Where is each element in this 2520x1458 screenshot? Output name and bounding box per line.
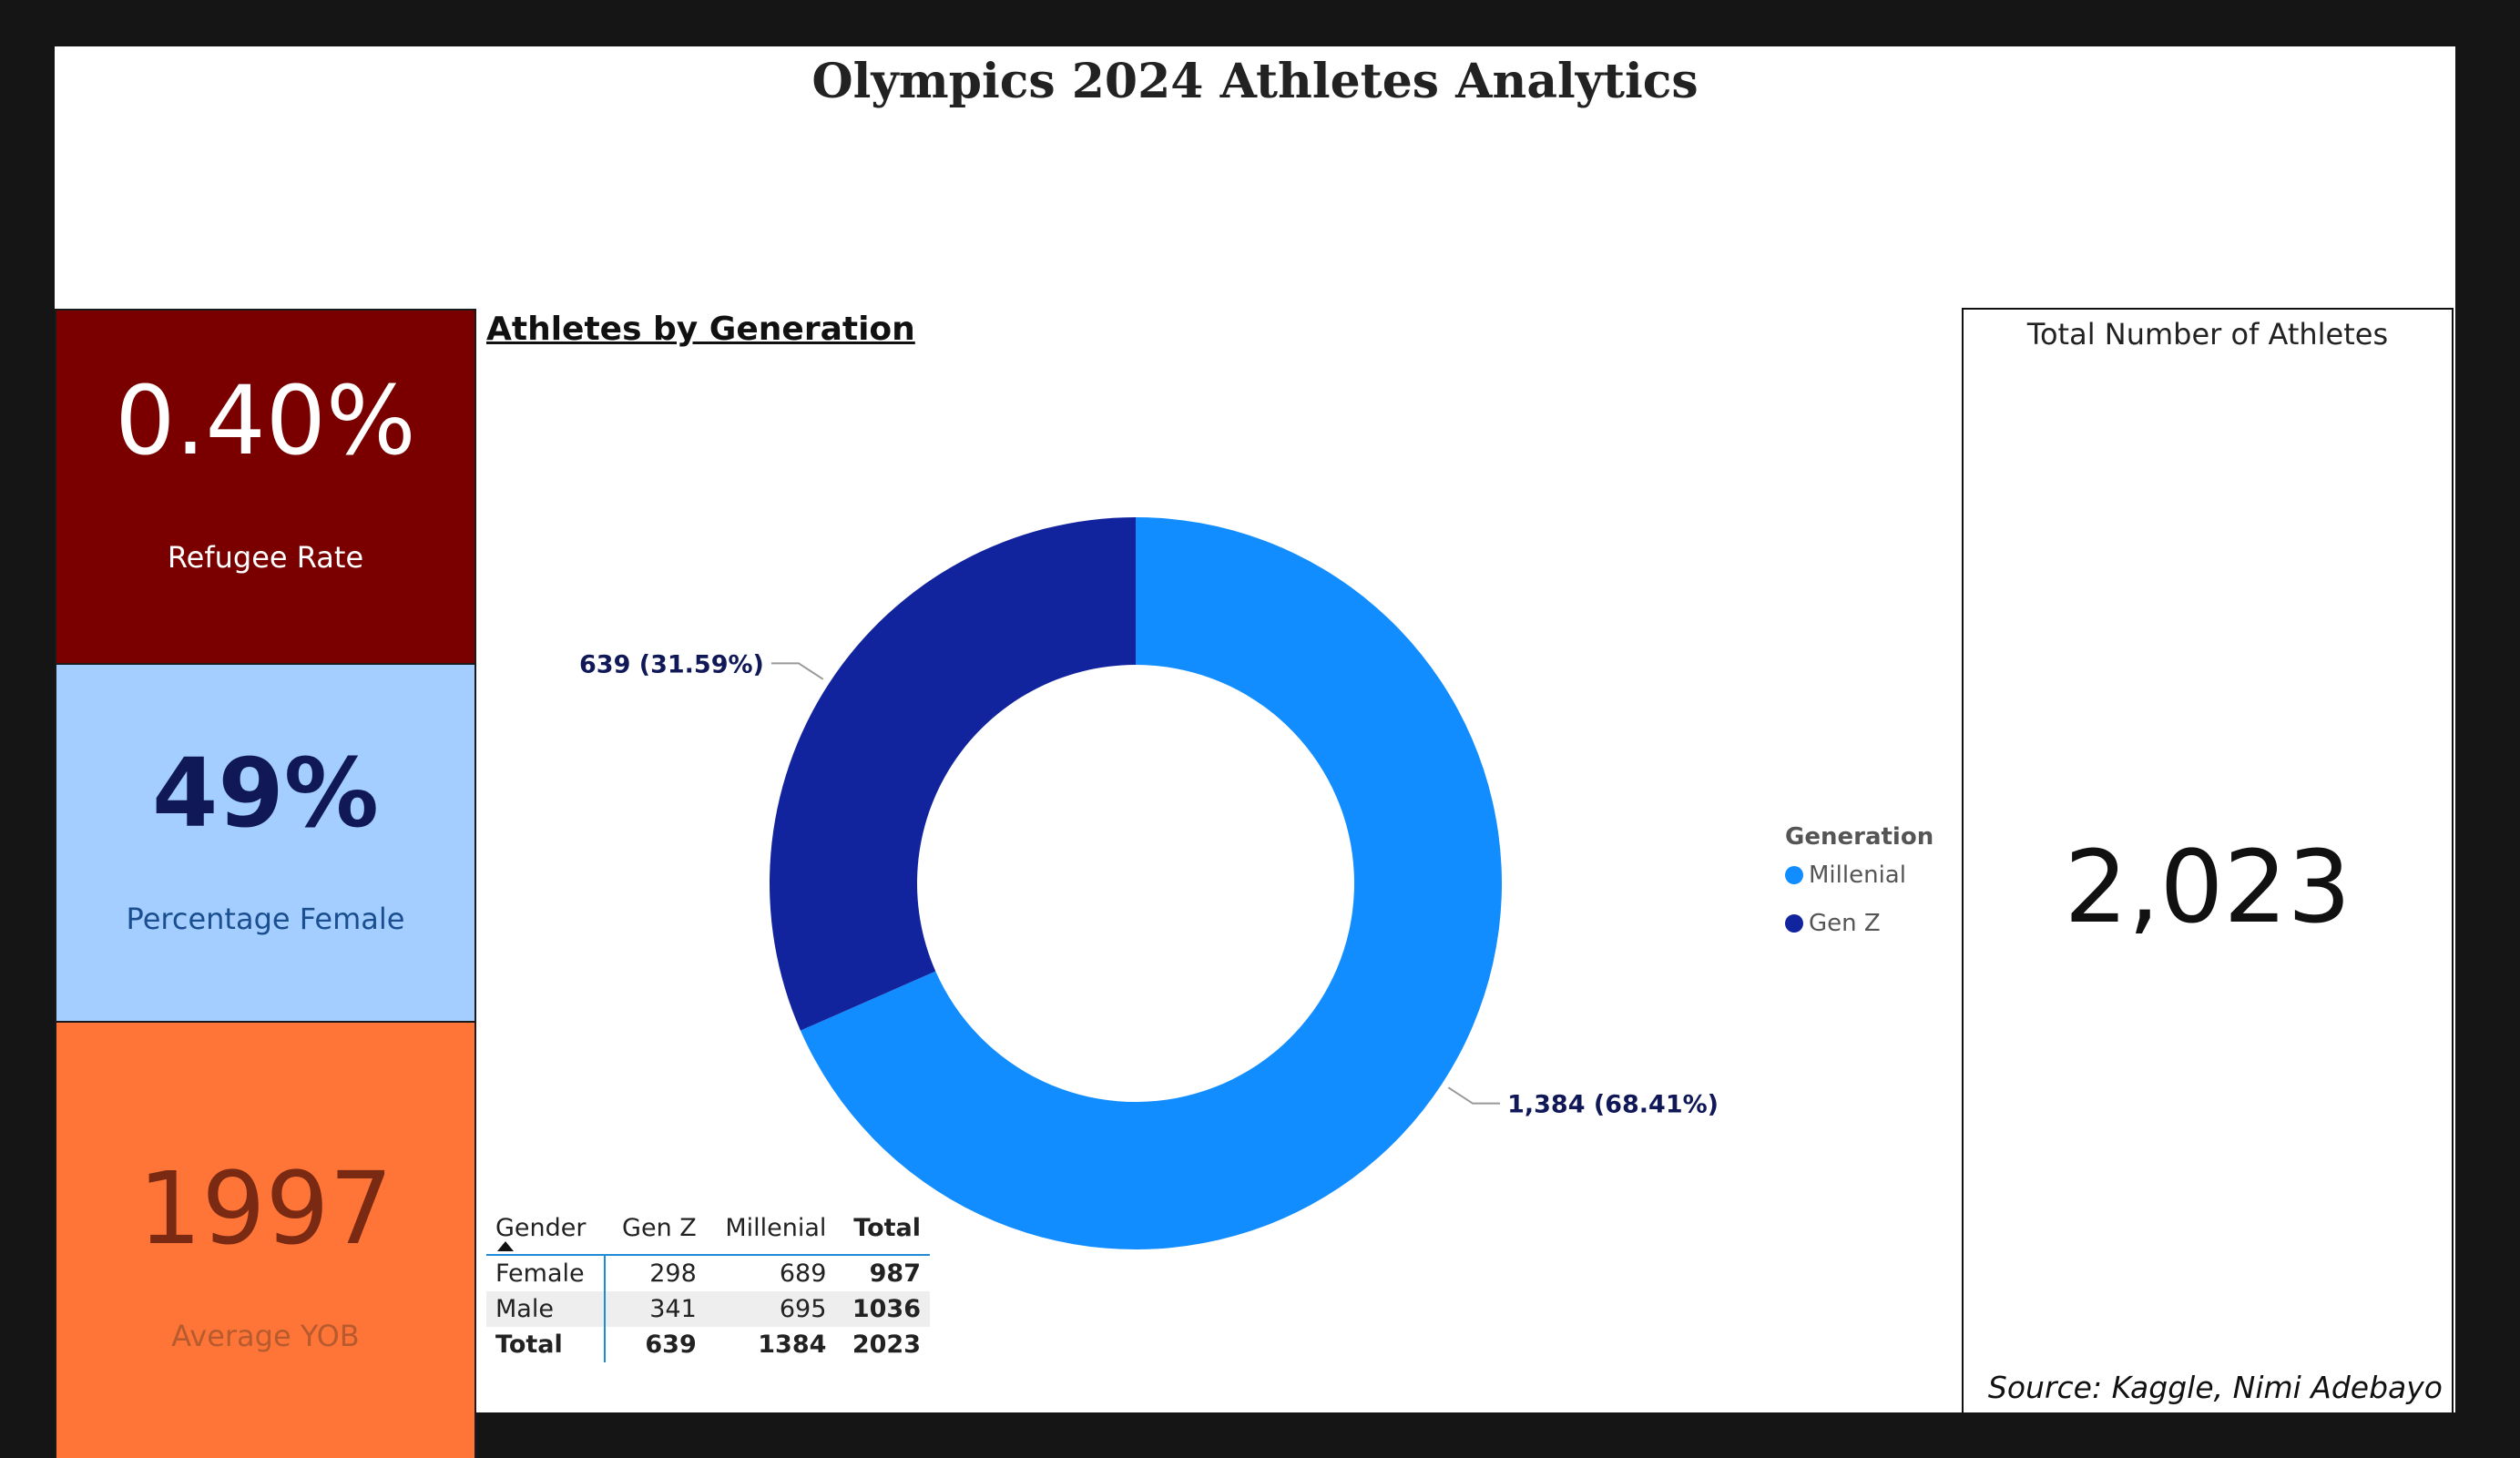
source-credit: Source: Kaggle, Nimi Adebayo bbox=[1987, 1370, 2443, 1405]
leader-line-genz bbox=[770, 662, 824, 680]
legend-dot-genz bbox=[1785, 914, 1803, 933]
matrix-cell: 695 bbox=[705, 1291, 836, 1327]
matrix-header-row: Gender Gen Z Millenial Total bbox=[486, 1201, 930, 1255]
matrix-cell: Total bbox=[486, 1327, 607, 1362]
matrix-cell: Female bbox=[486, 1255, 607, 1291]
total-athletes-value: 2,023 bbox=[2064, 829, 2352, 945]
legend-dot-millenial bbox=[1785, 866, 1803, 884]
average-yob-value: 1997 bbox=[138, 1150, 393, 1267]
matrix-cell: 341 bbox=[605, 1291, 706, 1327]
total-athletes-title: Total Number of Athletes bbox=[2026, 317, 2389, 352]
legend-label-genz: Gen Z bbox=[1809, 910, 1881, 937]
data-label-millenial: 1,384 (68.41%) bbox=[1507, 1091, 1719, 1119]
matrix-header-genz[interactable]: Gen Z bbox=[622, 1213, 697, 1242]
matrix-total-row: Total 639 1384 2023 bbox=[486, 1327, 930, 1362]
gender-generation-matrix[interactable]: Gender Gen Z Millenial Total Female 298 … bbox=[486, 1201, 930, 1362]
refugee-rate-label: Refugee Rate bbox=[167, 540, 364, 575]
legend-title: Generation bbox=[1785, 823, 1934, 851]
dashboard-canvas: Olympics 2024 Athletes Analytics 0.40% R… bbox=[55, 46, 2455, 1458]
table-row: Female 298 689 987 bbox=[486, 1255, 930, 1291]
matrix-header-gender[interactable]: Gender bbox=[495, 1213, 587, 1242]
legend-item-genz[interactable]: Gen Z bbox=[1785, 910, 1881, 937]
refugee-rate-card[interactable]: 0.40% Refugee Rate bbox=[55, 309, 476, 667]
matrix-cell: 987 bbox=[869, 1259, 921, 1288]
donut-slice-genz[interactable] bbox=[769, 517, 1136, 1031]
page-title: Olympics 2024 Athletes Analytics bbox=[811, 54, 1699, 109]
matrix-cell: Male bbox=[486, 1291, 607, 1327]
donut-chart[interactable]: 1,384 (68.41%) 639 (31.59%) bbox=[55, 46, 2455, 1412]
sort-ascending-icon[interactable] bbox=[497, 1241, 514, 1251]
total-athletes-card[interactable]: Total Number of Athletes 2,023 Source: K… bbox=[1962, 308, 2454, 1412]
matrix-cell: 2023 bbox=[852, 1331, 921, 1359]
legend-label-millenial: Millenial bbox=[1809, 862, 1906, 889]
matrix-header-total[interactable]: Total bbox=[853, 1213, 921, 1242]
matrix-cell: 1036 bbox=[835, 1291, 930, 1327]
legend-item-millenial[interactable]: Millenial bbox=[1785, 862, 1906, 889]
refugee-rate-value: 0.40% bbox=[115, 365, 416, 476]
average-yob-card[interactable]: 1997 Average YOB bbox=[55, 1021, 476, 1458]
matrix-cell: 689 bbox=[779, 1259, 827, 1288]
table-row: Male 341 695 1036 bbox=[486, 1291, 930, 1327]
donut-slice-millenial[interactable] bbox=[800, 517, 1502, 1249]
leader-line-millenial bbox=[1447, 1086, 1501, 1105]
average-yob-label: Average YOB bbox=[171, 1319, 360, 1353]
matrix-cell: 298 bbox=[649, 1259, 697, 1288]
percentage-female-label: Percentage Female bbox=[126, 902, 405, 936]
matrix-cell: 639 bbox=[645, 1331, 697, 1359]
matrix-header-millenial[interactable]: Millenial bbox=[725, 1213, 827, 1242]
data-label-genz: 639 (31.59%) bbox=[579, 650, 764, 678]
percentage-female-value: 49% bbox=[152, 738, 379, 849]
percentage-female-card[interactable]: 49% Percentage Female bbox=[55, 663, 476, 1023]
matrix-cell: 1384 bbox=[758, 1331, 827, 1359]
chart-heading: Athletes by Generation bbox=[486, 311, 915, 348]
